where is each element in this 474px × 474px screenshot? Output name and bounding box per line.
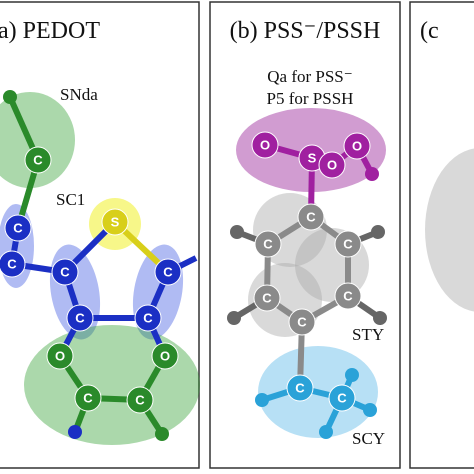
panel-title: (c <box>420 18 439 44</box>
atom-label: C <box>306 210 316 225</box>
atom <box>343 132 371 160</box>
atom-label: C <box>7 257 17 272</box>
atom <box>66 304 94 332</box>
atom <box>126 386 154 414</box>
atom-label: C <box>83 391 93 406</box>
atom <box>286 374 314 402</box>
atom <box>253 284 281 312</box>
hydrogen <box>155 427 169 441</box>
panel-frame <box>409 1 474 469</box>
atom <box>297 203 325 231</box>
bead <box>425 148 474 312</box>
atom <box>154 258 182 286</box>
atom <box>288 308 316 336</box>
atom <box>0 250 26 278</box>
atom-label: S <box>111 215 120 230</box>
hydrogen <box>230 225 244 239</box>
atom-label: C <box>295 381 305 396</box>
atom-label: C <box>297 315 307 330</box>
atom-label: C <box>135 393 145 408</box>
bead-label: Qa for PSS⁻ <box>267 67 352 86</box>
panel-frame <box>0 1 200 469</box>
panel-frame <box>209 1 401 469</box>
panel-title: (b) PSS⁻/PSSH <box>230 18 381 44</box>
atom-label: O <box>260 138 270 153</box>
atom-label: C <box>263 237 273 252</box>
atom <box>328 384 356 412</box>
atom <box>46 342 74 370</box>
atom-label: O <box>327 158 337 173</box>
hydrogen <box>363 403 377 417</box>
hydrogen <box>227 311 241 325</box>
hydrogen <box>373 311 387 325</box>
atom <box>151 342 179 370</box>
hydrogen <box>68 425 82 439</box>
atom-label: C <box>262 291 272 306</box>
atom-label: O <box>55 349 65 364</box>
atom <box>318 151 346 179</box>
hydrogen <box>3 90 17 104</box>
atom <box>101 208 129 236</box>
atom-label: C <box>343 289 353 304</box>
hydrogen <box>371 225 385 239</box>
atom-label: C <box>343 237 353 252</box>
atom-label: O <box>160 349 170 364</box>
atom-label: C <box>33 153 43 168</box>
hydrogen <box>255 393 269 407</box>
atom <box>251 131 279 159</box>
atom-label: C <box>163 265 173 280</box>
bead-label: SCY <box>352 429 385 448</box>
atom-label: C <box>337 391 347 406</box>
hydrogen <box>365 167 379 181</box>
atom <box>334 230 362 258</box>
hydrogen <box>345 368 359 382</box>
bead-label: SNda <box>60 85 98 104</box>
atom <box>254 230 282 258</box>
atom-label: C <box>143 311 153 326</box>
bead-label: SC1 <box>56 190 85 209</box>
atom-label: C <box>13 221 23 236</box>
atom <box>51 258 79 286</box>
atom-label: S <box>308 151 317 166</box>
panel-title: a) PEDOT <box>0 18 100 44</box>
bead <box>24 325 200 445</box>
atom <box>134 304 162 332</box>
atom <box>334 282 362 310</box>
atom <box>4 214 32 242</box>
bead-label: STY <box>352 325 384 344</box>
atom-label: O <box>352 139 362 154</box>
atom <box>74 384 102 412</box>
atom-label: C <box>75 311 85 326</box>
bead-label: P5 for PSSH <box>267 89 354 108</box>
atom-label: C <box>60 265 70 280</box>
atom <box>24 146 52 174</box>
hydrogen <box>319 425 333 439</box>
